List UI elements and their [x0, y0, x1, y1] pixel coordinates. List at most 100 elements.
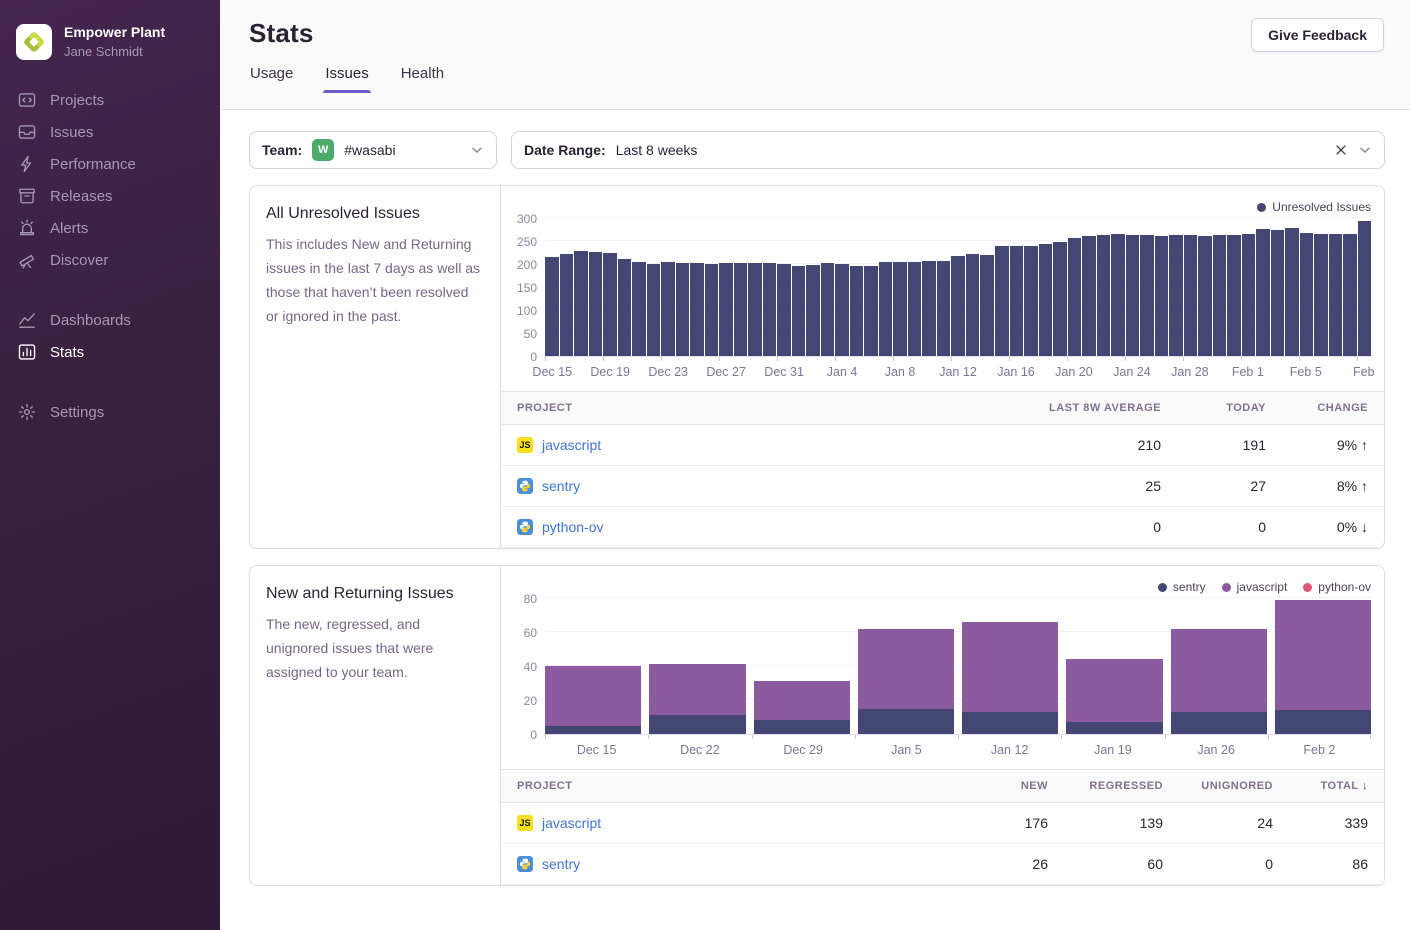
bar: [618, 259, 632, 356]
x-axis-tick-label: Jan 8: [885, 365, 916, 379]
legend-item-javascript[interactable]: javascript: [1222, 580, 1288, 594]
x-axis-tick-label: Jan 5: [891, 743, 922, 757]
chevron-down-icon[interactable]: [1358, 143, 1372, 157]
give-feedback-button[interactable]: Give Feedback: [1251, 18, 1384, 52]
unresolved-issues-table: PROJECTLAST 8W AVERAGETODAYCHANGE JS javas…: [501, 391, 1384, 548]
org-switcher[interactable]: Empower Plant Jane Schmidt: [0, 16, 220, 84]
new-returning-card-info: New and Returning Issues The new, regres…: [250, 566, 501, 885]
project-link[interactable]: javascript: [542, 437, 601, 453]
js-project-icon: JS: [517, 437, 533, 453]
discover-icon: [18, 251, 36, 269]
column-header-total[interactable]: TOTAL ↓: [1289, 770, 1384, 803]
stacked-bar: [754, 681, 850, 734]
legend-item-sentry[interactable]: sentry: [1158, 580, 1206, 594]
sidebar-item-discover[interactable]: Discover: [0, 244, 220, 276]
y-axis-tick-label: 200: [517, 258, 537, 272]
x-tick-mark: [1125, 357, 1126, 361]
bar: [545, 257, 559, 356]
bar: [734, 263, 748, 356]
bar: [661, 262, 675, 356]
column-header-last-8w-average[interactable]: LAST 8W AVERAGE: [967, 392, 1177, 425]
legend-item-unresolved-issues[interactable]: Unresolved Issues: [1257, 200, 1371, 214]
bar: [1068, 238, 1082, 356]
tab-health[interactable]: Health: [401, 65, 444, 93]
bar: [1285, 228, 1299, 356]
sidebar-item-label: Settings: [50, 404, 104, 421]
date-range-select[interactable]: Date Range: Last 8 weeks: [511, 131, 1385, 169]
project-link[interactable]: sentry: [542, 478, 580, 494]
sidebar-item-dashboards[interactable]: Dashboards: [0, 304, 220, 336]
bar: [835, 264, 849, 356]
bar: [995, 246, 1009, 357]
team-select[interactable]: Team: W #wasabi: [249, 131, 497, 169]
table-header-row: PROJECTLAST 8W AVERAGETODAYCHANGE: [501, 392, 1384, 425]
date-range-value: Last 8 weeks: [616, 142, 698, 158]
bar: [1053, 242, 1067, 356]
alerts-icon: [18, 219, 36, 237]
x-axis-tick-label: Jan 24: [1113, 365, 1151, 379]
sidebar-item-releases[interactable]: Releases: [0, 180, 220, 212]
tab-usage[interactable]: Usage: [250, 65, 293, 93]
stats-tabs: Usage Issues Health: [249, 65, 1384, 93]
bar: [1140, 235, 1154, 356]
sidebar-item-issues[interactable]: Issues: [0, 116, 220, 148]
column-header-unignored[interactable]: UNIGNORED: [1179, 770, 1289, 803]
column-header-today[interactable]: TODAY: [1177, 392, 1282, 425]
clear-icon[interactable]: [1334, 143, 1348, 157]
x-axis-tick-label: Jan 4: [827, 365, 858, 379]
project-cell: JS javascript: [501, 425, 967, 466]
sidebar-item-alerts[interactable]: Alerts: [0, 212, 220, 244]
column-header-regressed[interactable]: REGRESSED: [1064, 770, 1179, 803]
unresolved-issues-chart[interactable]: Unresolved Issues 050100150200250300Dec …: [501, 186, 1384, 391]
bar: [879, 262, 893, 356]
bar: [1169, 235, 1183, 356]
segment-sentry: [1066, 722, 1162, 734]
value-cell: 26: [884, 844, 1064, 885]
stacked-bar: [962, 622, 1058, 734]
sidebar-item-projects[interactable]: Projects: [0, 84, 220, 116]
stats-page: Empower Plant Jane Schmidt ProjectsIssue…: [0, 0, 1410, 930]
bar: [1329, 234, 1343, 356]
y-axis-tick-label: 150: [517, 281, 537, 295]
card-description: The new, regressed, and unignored issues…: [266, 612, 484, 684]
project-link[interactable]: sentry: [542, 856, 580, 872]
card-description: This includes New and Returning issues i…: [266, 232, 484, 328]
bar: [589, 252, 603, 356]
chart-plot-area[interactable]: [545, 599, 1371, 735]
x-tick-mark: [951, 357, 952, 361]
tab-issues[interactable]: Issues: [325, 65, 368, 93]
x-tick-mark: [1357, 357, 1358, 361]
value-cell: 139: [1064, 803, 1179, 844]
bar: [864, 266, 878, 356]
new-returning-issues-chart[interactable]: sentryjavascriptpython-ov 020406080Dec 1…: [501, 566, 1384, 769]
x-tick-mark: [1061, 735, 1062, 739]
x-axis: Dec 15Dec 22Dec 29Jan 5Jan 12Jan 19Jan 2…: [545, 735, 1371, 763]
new-returning-issues-card: New and Returning Issues The new, regres…: [249, 565, 1385, 886]
column-header-new[interactable]: NEW: [884, 770, 1064, 803]
chart-plot-area[interactable]: [545, 219, 1371, 357]
x-tick-mark: [648, 735, 649, 739]
sidebar-item-label: Discover: [50, 252, 108, 269]
segment-sentry: [858, 709, 954, 735]
project-link[interactable]: javascript: [542, 815, 601, 831]
chevron-down-icon[interactable]: [470, 143, 484, 157]
sidebar-item-settings[interactable]: Settings: [0, 396, 220, 428]
segment-sentry: [545, 726, 641, 735]
x-tick-mark: [545, 357, 546, 361]
y-axis-tick-label: 0: [530, 350, 537, 364]
segment-javascript: [962, 622, 1058, 712]
page-header: Stats Give Feedback UsageIssuesHealth: [220, 0, 1410, 110]
x-tick-mark: [1299, 357, 1300, 361]
x-axis: Dec 15Dec 19Dec 23Dec 27Dec 31Jan 4Jan 8…: [545, 357, 1371, 385]
value-cell: 0: [1177, 507, 1282, 548]
sidebar-item-label: Alerts: [50, 220, 88, 237]
sidebar-item-performance[interactable]: Performance: [0, 148, 220, 180]
x-tick-mark: [1241, 357, 1242, 361]
column-header-change[interactable]: CHANGE: [1282, 392, 1384, 425]
sidebar-item-stats[interactable]: Stats: [0, 336, 220, 368]
y-axis: 050100150200250300: [513, 219, 545, 357]
legend-label: python-ov: [1318, 580, 1371, 594]
y-axis-tick-label: 50: [524, 327, 537, 341]
project-link[interactable]: python-ov: [542, 519, 603, 535]
legend-item-python-ov[interactable]: python-ov: [1303, 580, 1371, 594]
